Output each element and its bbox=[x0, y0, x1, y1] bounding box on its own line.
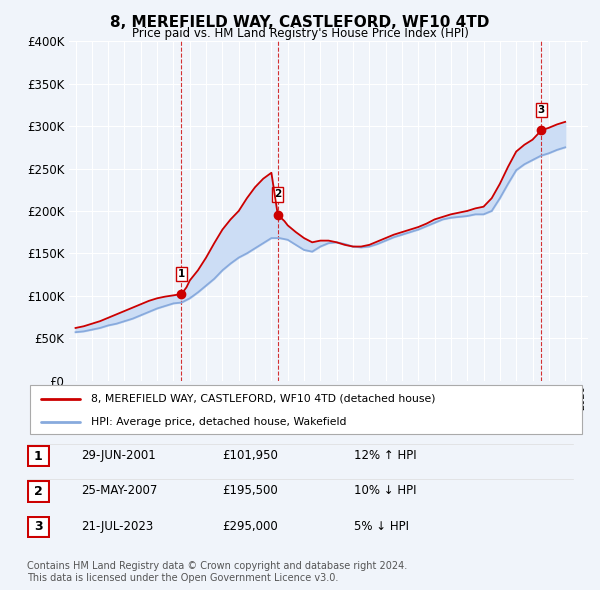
Text: 12% ↑ HPI: 12% ↑ HPI bbox=[354, 449, 416, 462]
Text: £101,950: £101,950 bbox=[222, 449, 278, 462]
Text: £295,000: £295,000 bbox=[222, 520, 278, 533]
Text: 1: 1 bbox=[34, 450, 43, 463]
Text: 2: 2 bbox=[274, 189, 281, 199]
FancyBboxPatch shape bbox=[28, 446, 49, 466]
FancyBboxPatch shape bbox=[28, 517, 49, 537]
Text: 29-JUN-2001: 29-JUN-2001 bbox=[81, 449, 156, 462]
Text: 3: 3 bbox=[34, 520, 43, 533]
FancyBboxPatch shape bbox=[30, 385, 582, 434]
Text: £195,500: £195,500 bbox=[222, 484, 278, 497]
Text: 21-JUL-2023: 21-JUL-2023 bbox=[81, 520, 153, 533]
Text: Price paid vs. HM Land Registry's House Price Index (HPI): Price paid vs. HM Land Registry's House … bbox=[131, 27, 469, 40]
Text: 25-MAY-2007: 25-MAY-2007 bbox=[81, 484, 157, 497]
Text: 3: 3 bbox=[538, 105, 545, 115]
Text: HPI: Average price, detached house, Wakefield: HPI: Average price, detached house, Wake… bbox=[91, 417, 346, 427]
Text: 10% ↓ HPI: 10% ↓ HPI bbox=[354, 484, 416, 497]
Text: 8, MEREFIELD WAY, CASTLEFORD, WF10 4TD (detached house): 8, MEREFIELD WAY, CASTLEFORD, WF10 4TD (… bbox=[91, 394, 435, 404]
Text: 8, MEREFIELD WAY, CASTLEFORD, WF10 4TD: 8, MEREFIELD WAY, CASTLEFORD, WF10 4TD bbox=[110, 15, 490, 30]
Text: Contains HM Land Registry data © Crown copyright and database right 2024.
This d: Contains HM Land Registry data © Crown c… bbox=[27, 561, 407, 583]
Text: 5% ↓ HPI: 5% ↓ HPI bbox=[354, 520, 409, 533]
FancyBboxPatch shape bbox=[28, 481, 49, 501]
Text: 2: 2 bbox=[34, 485, 43, 498]
Text: 1: 1 bbox=[178, 269, 185, 279]
